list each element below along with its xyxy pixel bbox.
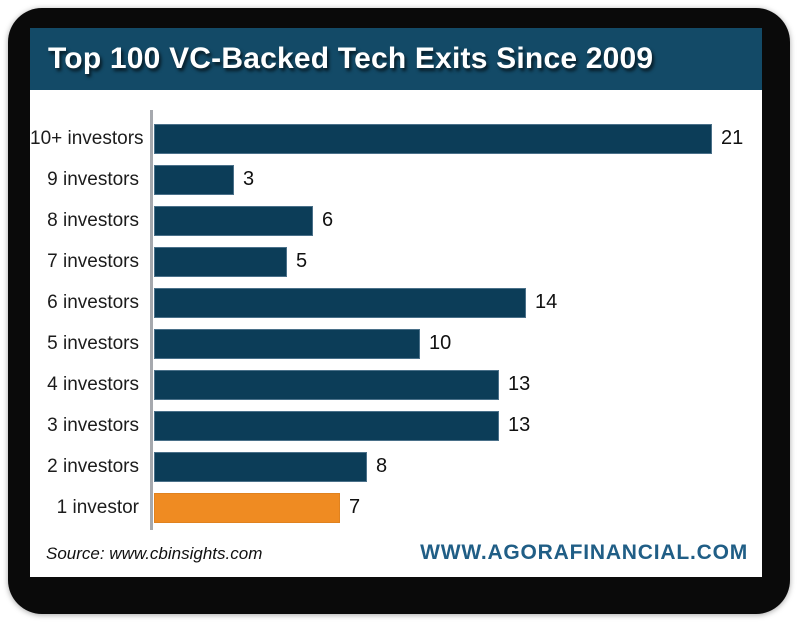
value-label: 8	[376, 455, 388, 477]
value-label: 7	[349, 496, 361, 518]
category-label: 8 investors	[47, 209, 139, 231]
bar	[154, 451, 367, 482]
bar-track: 13	[154, 369, 762, 400]
chart-rows: 10+ investors 21 9 investors 3 8 investors 6 7…	[30, 118, 762, 528]
chart-title: Top 100 VC-Backed Tech Exits Since 2009	[48, 42, 654, 75]
chart-row: 8 investors 6	[30, 200, 762, 241]
category-label: 6 investors	[47, 291, 139, 313]
brand-url: WWW.AGORAFINANCIAL.COM	[420, 541, 748, 564]
chart-row: 7 investors 5	[30, 241, 762, 282]
bar-chart: 10+ investors 21 9 investors 3 8 investors 6 7…	[30, 90, 762, 577]
category-label: 10+ investors	[30, 127, 144, 149]
bar-track: 3	[154, 164, 762, 195]
bar-track: 10	[154, 328, 762, 359]
bar	[154, 123, 712, 154]
chart-row: 9 investors 3	[30, 159, 762, 200]
category-label: 5 investors	[47, 332, 139, 354]
bar	[154, 369, 499, 400]
value-label: 3	[243, 168, 255, 190]
category-label: 2 investors	[47, 455, 139, 477]
category-label: 1 investor	[56, 496, 139, 518]
chart-row: 6 investors 14	[30, 282, 762, 323]
bar	[154, 287, 526, 318]
y-axis-line	[150, 110, 153, 530]
value-label: 10	[429, 332, 452, 354]
category-label: 9 investors	[47, 168, 139, 190]
chart-row: 1 investor 7	[30, 487, 762, 528]
value-label: 14	[535, 291, 558, 313]
category-label: 7 investors	[47, 250, 139, 272]
chart-row: 3 investors 13	[30, 405, 762, 446]
bar-track: 13	[154, 410, 762, 441]
value-label: 6	[322, 209, 334, 231]
chart-row: 5 investors 10	[30, 323, 762, 364]
bar	[154, 410, 499, 441]
chart-row: 4 investors 13	[30, 364, 762, 405]
bar	[154, 328, 420, 359]
bar-track: 8	[154, 451, 762, 482]
bar	[154, 164, 234, 195]
value-label: 5	[296, 250, 308, 272]
chart-footer: Source: www.cbinsights.com WWW.AGORAFINA…	[46, 541, 748, 565]
bar-track: 21	[154, 123, 762, 154]
value-label: 13	[508, 414, 531, 436]
category-label: 4 investors	[47, 373, 139, 395]
bar-track: 7	[154, 492, 762, 523]
bar-track: 14	[154, 287, 762, 318]
bar-track: 6	[154, 205, 762, 236]
value-label: 21	[721, 127, 744, 149]
bar	[154, 246, 287, 277]
chart-row: 10+ investors 21	[30, 118, 762, 159]
chart-row: 2 investors 8	[30, 446, 762, 487]
chart-card: Top 100 VC-Backed Tech Exits Since 2009 …	[30, 28, 762, 577]
category-label: 3 investors	[47, 414, 139, 436]
bar	[154, 205, 313, 236]
bar-track: 5	[154, 246, 762, 277]
value-label: 13	[508, 373, 531, 395]
bar-highlighted	[154, 492, 340, 523]
chart-header: Top 100 VC-Backed Tech Exits Since 2009	[30, 28, 762, 90]
source-note: Source: www.cbinsights.com	[46, 544, 263, 563]
chart-frame: Top 100 VC-Backed Tech Exits Since 2009 …	[8, 8, 790, 614]
